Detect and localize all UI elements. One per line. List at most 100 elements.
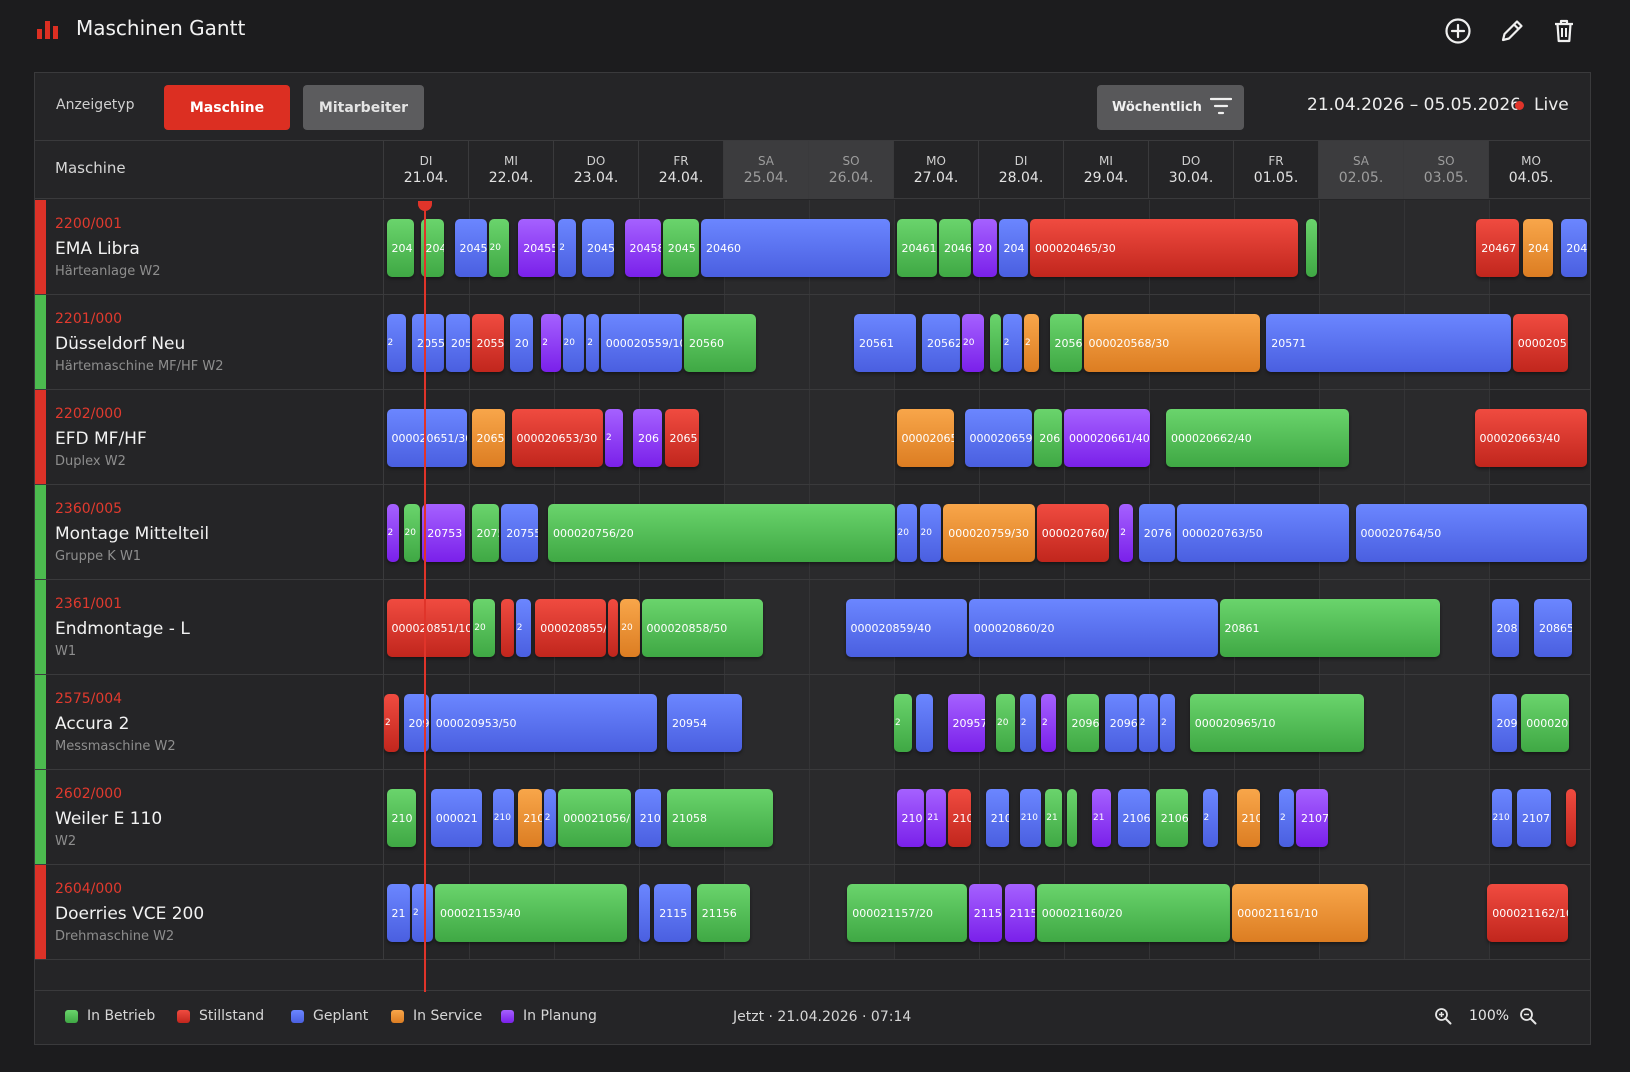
order-bar[interactable]: 2065	[664, 409, 700, 467]
zoom-in-button[interactable]	[1434, 1007, 1452, 1029]
order-bar[interactable]: 210	[634, 789, 661, 847]
order-bar[interactable]: 20467	[1476, 219, 1520, 277]
order-bar[interactable]: 000020756/20	[548, 504, 895, 562]
order-bar[interactable]	[990, 314, 1001, 372]
order-bar[interactable]	[1306, 219, 1317, 277]
order-bar[interactable]: 20861	[1219, 599, 1441, 657]
order-bar[interactable]: 000020657	[896, 409, 955, 467]
order-bar[interactable]: 000020559/10	[600, 314, 683, 372]
order-bar[interactable]: 20865	[1534, 599, 1572, 657]
order-bar[interactable]: 2056	[1049, 314, 1082, 372]
order-bar[interactable]: 2107	[1517, 789, 1551, 847]
order-bar[interactable]: 000020764/50	[1355, 504, 1588, 562]
machine-view-button[interactable]: Maschine	[164, 85, 290, 130]
order-bar[interactable]: 000021160/20	[1036, 884, 1231, 942]
order-bar[interactable]: 2046	[939, 219, 972, 277]
order-bar[interactable]: 000020763/50	[1177, 504, 1350, 562]
order-bar[interactable]: 20	[509, 314, 534, 372]
order-bar[interactable]: 204	[1523, 219, 1554, 277]
order-bar[interactable]: 21	[1092, 789, 1112, 847]
order-bar[interactable]: 2	[605, 409, 623, 467]
order-bar[interactable]: 20755	[501, 504, 538, 562]
order-bar[interactable]: 0000205	[1512, 314, 1568, 372]
order-bar[interactable]: 20455	[518, 219, 555, 277]
order-bar[interactable]: 210	[947, 789, 972, 847]
order-bar[interactable]: 20	[620, 599, 640, 657]
order-bar[interactable]: 000020663/40	[1474, 409, 1588, 467]
order-bar[interactable]: 204	[1561, 219, 1588, 277]
order-bar[interactable]: 2107	[1296, 789, 1329, 847]
order-bar[interactable]: 000021162/10	[1487, 884, 1568, 942]
order-bar[interactable]: 000020651/30	[386, 409, 467, 467]
order-bar[interactable]: 2	[1160, 694, 1176, 752]
order-bar[interactable]: 000020965/10	[1189, 694, 1364, 752]
order-bar[interactable]: 206	[1034, 409, 1062, 467]
order-bar[interactable]: 20458	[624, 219, 661, 277]
order-bar[interactable]: 20	[996, 694, 1016, 752]
order-bar[interactable]: 000020953/50	[430, 694, 657, 752]
order-bar[interactable]: 2	[1002, 314, 1023, 372]
order-bar[interactable]: 2	[412, 884, 433, 942]
order-bar[interactable]: 21058	[667, 789, 773, 847]
order-bar[interactable]: 2	[1019, 694, 1037, 752]
employee-view-button[interactable]: Mitarbeiter	[303, 85, 424, 130]
order-bar[interactable]: 2115	[654, 884, 691, 942]
order-bar[interactable]: 2075	[471, 504, 500, 562]
order-bar[interactable]: 000020659	[964, 409, 1033, 467]
order-bar[interactable]: 20957	[947, 694, 986, 752]
order-bar[interactable]: 21	[386, 884, 411, 942]
period-select[interactable]: Wöchentlich	[1097, 85, 1244, 130]
order-bar[interactable]: 2076	[1138, 504, 1176, 562]
order-bar[interactable]: 2115	[1004, 884, 1035, 942]
order-bar[interactable]: 20	[562, 314, 585, 372]
order-bar[interactable]: 000020858/50	[641, 599, 763, 657]
order-bar[interactable]: 204	[998, 219, 1028, 277]
zoom-out-button[interactable]	[1519, 1007, 1537, 1029]
order-bar[interactable]: 210	[896, 789, 925, 847]
order-bar[interactable]: 000020568/30	[1083, 314, 1261, 372]
order-bar[interactable]: 210	[985, 789, 1010, 847]
order-bar[interactable]: 204	[386, 219, 415, 277]
order-bar[interactable]: 2	[386, 504, 399, 562]
order-bar[interactable]: 210	[1236, 789, 1261, 847]
order-bar[interactable]: 000021157/20	[847, 884, 967, 942]
order-bar[interactable]: 20560	[684, 314, 756, 372]
order-bar[interactable]: 209	[1491, 694, 1517, 752]
machine-row[interactable]: 2202/000 EFD MF/HF Duplex W2 000020651/30 20…	[35, 390, 1590, 485]
order-bar[interactable]: 2115	[968, 884, 1003, 942]
order-bar[interactable]: 210	[1019, 789, 1041, 847]
order-bar[interactable]: 000020855/	[535, 599, 606, 657]
order-bar[interactable]: 2106	[1117, 789, 1150, 847]
order-bar[interactable]	[1565, 789, 1577, 847]
order-bar[interactable]: 20571	[1266, 314, 1511, 372]
order-bar[interactable]: 20461	[896, 219, 938, 277]
order-bar[interactable]: 2096	[1066, 694, 1099, 752]
order-bar[interactable]: 2	[543, 789, 557, 847]
delete-button[interactable]	[1547, 14, 1581, 48]
order-bar[interactable]: 204	[420, 219, 445, 277]
order-bar[interactable]: 2	[1279, 789, 1295, 847]
order-bar[interactable]: 000020653/30	[511, 409, 603, 467]
order-bar[interactable]: 208	[1491, 599, 1520, 657]
order-bar[interactable]: 000021056/	[558, 789, 632, 847]
machine-row[interactable]: 2575/004 Accura 2 Messmaschine W2 2 209 00002…	[35, 675, 1590, 770]
order-bar[interactable]: 205	[446, 314, 470, 372]
order-bar[interactable]: 206	[633, 409, 663, 467]
order-bar[interactable]: 21156	[696, 884, 751, 942]
order-bar[interactable]: 000021161/10	[1232, 884, 1368, 942]
order-bar[interactable]: 20	[973, 219, 997, 277]
edit-button[interactable]	[1495, 14, 1529, 48]
order-bar[interactable]: 000020661/40	[1064, 409, 1150, 467]
order-bar[interactable]: 20	[488, 219, 510, 277]
order-bar[interactable]: 2	[558, 219, 576, 277]
order-bar[interactable]: 21	[926, 789, 946, 847]
order-bar[interactable]: 20460	[701, 219, 891, 277]
order-bar[interactable]: 2045	[582, 219, 615, 277]
order-bar[interactable]: 2	[1041, 694, 1057, 752]
order-bar[interactable]: 20562	[922, 314, 960, 372]
order-bar[interactable]: 000020859/40	[845, 599, 967, 657]
order-bar[interactable]: 20	[919, 504, 942, 562]
machine-row[interactable]: 2602/000 Weiler E 110 W2 210 000021 210 210 2 00…	[35, 770, 1590, 865]
order-bar[interactable]: 2045	[662, 219, 700, 277]
